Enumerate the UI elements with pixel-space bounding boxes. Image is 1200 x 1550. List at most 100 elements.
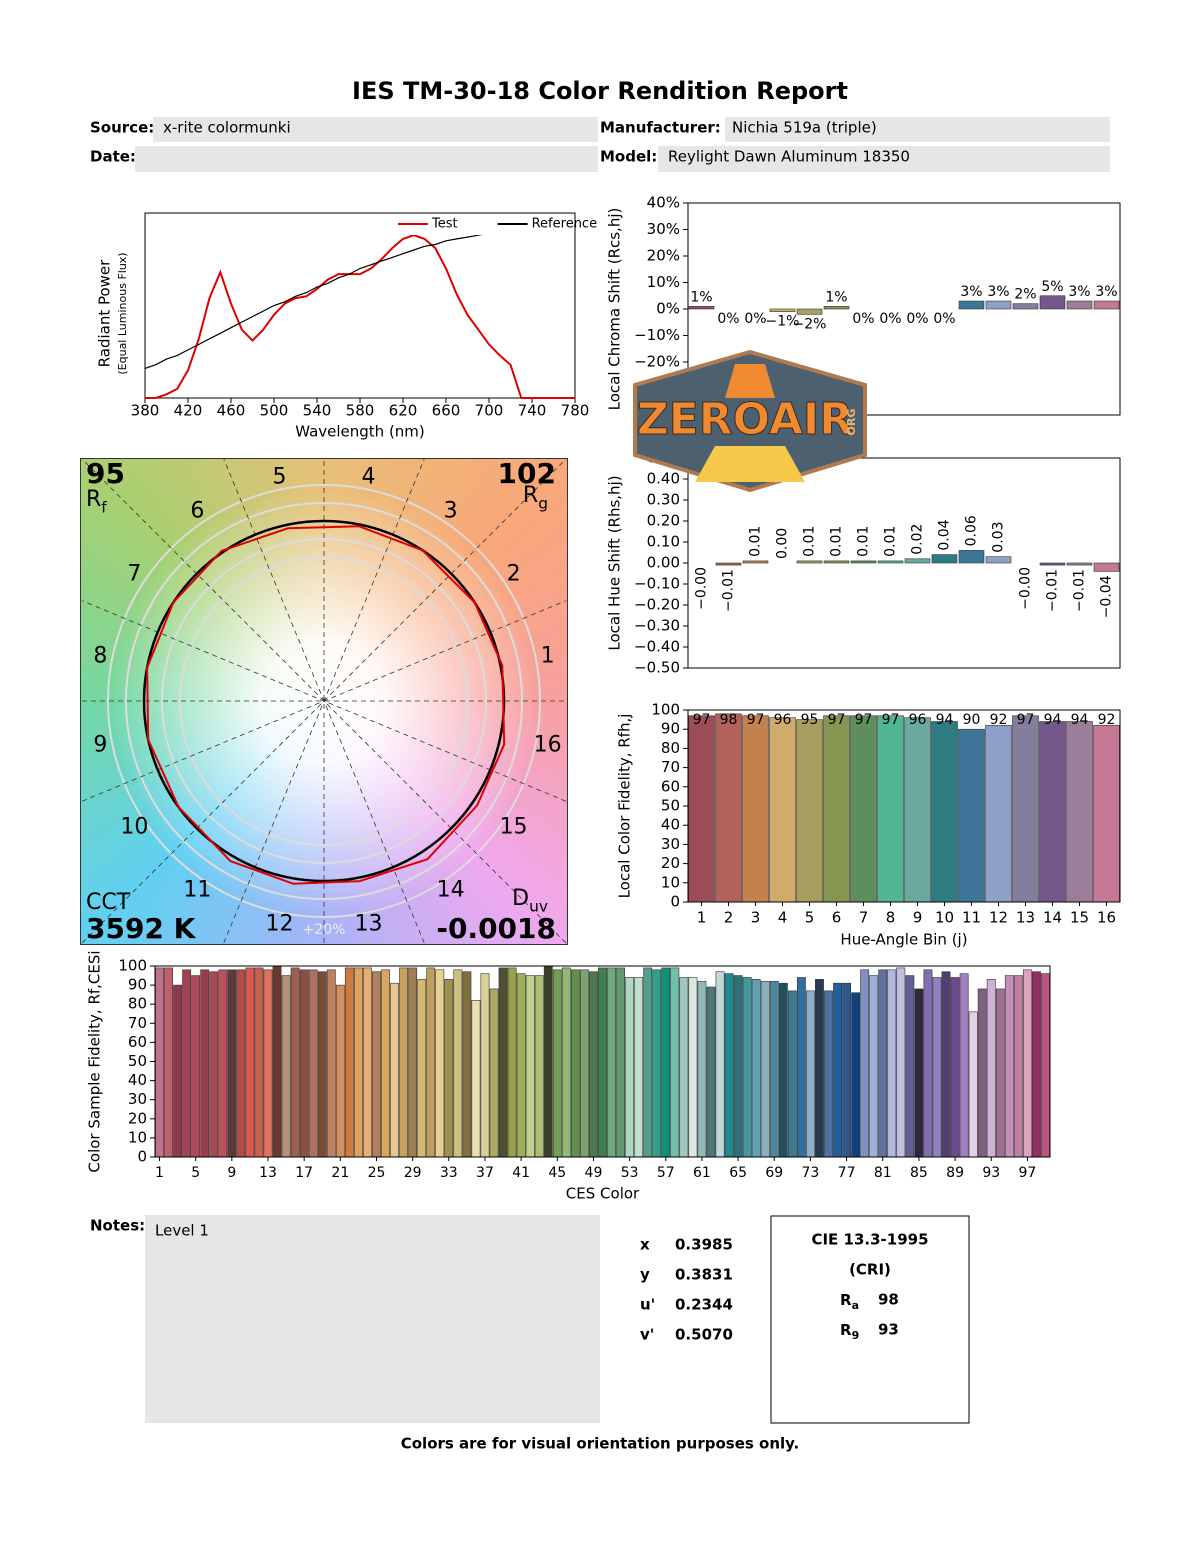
field-value: Reylight Dawn Aluminum 18350 [668,148,910,166]
bar [570,969,580,1158]
x-tick-label: 29 [404,1165,422,1181]
y-tick-label: 90 [128,976,147,994]
x-tick-label: 73 [802,1165,820,1181]
ring [161,538,487,864]
bar [1093,300,1120,310]
y-axis-label: Local Chroma Shift (Rcs,hj) [606,208,624,411]
bar [851,992,861,1158]
value-label: 94 [1044,712,1062,728]
bar [833,982,842,1158]
bar [796,560,823,564]
x-tick-label: 85 [910,1165,928,1181]
bar [534,975,544,1158]
bar [688,715,715,903]
x-axis-label: CES Color [566,1185,640,1203]
hue-bin-label: 3 [444,498,458,523]
y-tick-label: 70 [661,758,680,776]
x-tick-label: 12 [989,909,1008,927]
bar [344,967,354,1158]
field-value: x-rite colormunki [163,119,291,137]
bar [904,558,931,564]
bar [164,967,173,1158]
value-label: 96 [909,712,927,728]
watermark-text: ZEROAIR [637,394,853,445]
bar [931,721,958,903]
value-label: 5% [1041,279,1063,295]
bar [914,988,924,1158]
bar [272,965,282,1158]
y-tick-label: 10 [661,873,680,891]
bar [724,973,734,1158]
bar [706,986,716,1158]
bar [227,969,237,1158]
x-tick-label: 69 [765,1165,783,1181]
x-tick-label: 2 [724,909,734,927]
bar [290,967,300,1158]
x-tick-label: 9 [227,1165,236,1181]
bar [245,967,255,1158]
x-tick-label: 1 [155,1165,164,1181]
y-tick-label: 60 [661,777,680,795]
bar [869,975,879,1158]
value-label: −0.00 [1018,567,1034,610]
bar [1039,295,1066,310]
rg-label-symbol: R [523,483,538,508]
value-label: 0% [852,311,874,327]
value-label: 94 [1071,712,1089,728]
hue-bin-label: 16 [534,732,562,757]
y-tick-label: 30 [661,835,680,853]
y-tick-label: 80 [128,995,147,1013]
hue-bin-label: 8 [93,644,107,669]
plot-frame [154,965,1051,1158]
bar [958,300,985,310]
bar [543,965,553,1158]
y-tick-label: 10 [128,1128,147,1146]
bar [877,715,904,903]
bar [931,554,958,564]
bar [823,560,850,564]
x-tick-label: 11 [962,909,981,927]
x-tick-label: 21 [331,1165,349,1181]
y-axis-note: (Equal Luminous Flux) [116,252,129,374]
value-label: 1% [690,289,712,305]
bar [200,969,210,1158]
cri-symbol: R9 [840,1321,859,1343]
x-tick-label: 1 [697,909,707,927]
value-label: 0.03 [991,522,1007,553]
cri-box [770,1215,970,1424]
bar [778,982,788,1158]
x-tick-label: 53 [621,1165,639,1181]
field-label: Date: [90,148,136,166]
value-label: 0.04 [937,519,953,550]
rg-label: Rg [523,483,548,512]
y-tick-label: 0.00 [647,554,680,572]
plot-frame [687,457,1121,669]
x-tick-label: 500 [260,402,289,420]
value-label: 94 [936,712,954,728]
bar [326,969,336,1158]
y-tick-label: −10% [634,326,680,344]
field-label: Model: [600,148,657,166]
bar [896,967,906,1158]
hue-bin-label: 11 [183,878,211,903]
value-label: −0.01 [721,569,737,612]
value-label: −1% [766,314,800,330]
x-tick-label: 25 [368,1165,386,1181]
y-tick-label: 0 [137,1148,147,1166]
y-tick-label: −0.10 [634,575,680,593]
x-tick-label: 41 [512,1165,530,1181]
y-tick-label: 50 [128,1052,147,1070]
value-label: 0.06 [964,515,980,546]
y-tick-label: 0% [656,300,680,318]
bar [842,982,852,1158]
bar [182,969,192,1158]
value-label: 90 [963,712,981,728]
ring-label: +20% [303,922,346,938]
subscript: 9 [852,1329,860,1342]
x-tick-label: 97 [1018,1165,1036,1181]
value-label: 0.01 [883,526,899,557]
value-label: 0% [933,311,955,327]
bar [444,979,454,1158]
notes-label: Notes: [90,1217,145,1235]
